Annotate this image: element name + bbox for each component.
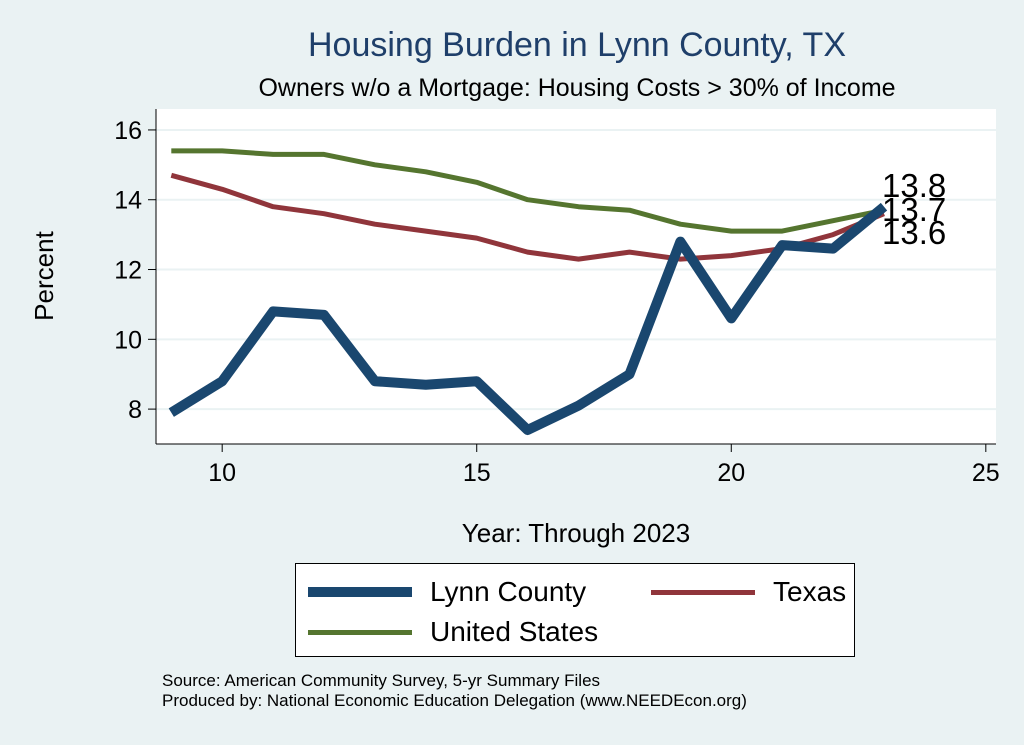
x-tick-label: 10 <box>208 459 236 487</box>
end-labels: 13.813.713.6 <box>882 167 946 251</box>
source-line: Source: American Community Survey, 5-yr … <box>162 671 601 690</box>
legend-label: United States <box>430 616 599 647</box>
legend-label: Texas <box>773 576 847 607</box>
chart-title: Housing Burden in Lynn County, TX <box>307 26 847 64</box>
legend-swatch-texas <box>651 589 755 595</box>
y-tick-label: 8 <box>128 396 142 424</box>
source-note: Source: American Community Survey, 5-yr … <box>162 671 747 711</box>
legend-item-texas: Texas <box>651 576 846 608</box>
y-axis-ticks: 8 10 12 14 16 <box>114 117 156 424</box>
series-line-texas <box>170 172 885 262</box>
y-tick-label: 16 <box>114 117 142 145</box>
x-axis-title: Year: Through 2023 <box>462 518 690 548</box>
y-axis-title: Percent <box>29 230 59 320</box>
x-tick-label: 15 <box>463 459 491 487</box>
chart-subtitle: Owners w/o a Mortgage: Housing Costs > 3… <box>258 74 896 102</box>
legend-swatch-lynn-county <box>308 587 412 597</box>
x-axis-ticks: 10 15 20 25 <box>208 444 1000 487</box>
series-line-lynn-county <box>168 202 888 435</box>
series-line-united-states <box>171 148 885 234</box>
end-value-label: 13.6 <box>882 214 946 251</box>
legend-label: Lynn County <box>430 576 587 607</box>
y-tick-label: 10 <box>114 326 142 354</box>
series-lines <box>168 148 888 435</box>
y-tick-label: 12 <box>114 257 142 285</box>
legend-item-united-states: United States <box>308 616 598 648</box>
end-value-label: 13.7 <box>882 191 946 228</box>
plot-area <box>156 109 996 444</box>
x-tick-label: 20 <box>717 459 745 487</box>
legend-item-lynn-county: Lynn County <box>308 576 586 608</box>
x-tick-label: 25 <box>972 459 1000 487</box>
producer-line: Produced by: National Economic Education… <box>162 691 747 710</box>
end-value-label: 13.8 <box>882 167 946 204</box>
legend: Lynn County Texas United States <box>295 563 855 657</box>
y-tick-label: 14 <box>114 187 142 215</box>
legend-swatch-united-states <box>308 629 412 635</box>
